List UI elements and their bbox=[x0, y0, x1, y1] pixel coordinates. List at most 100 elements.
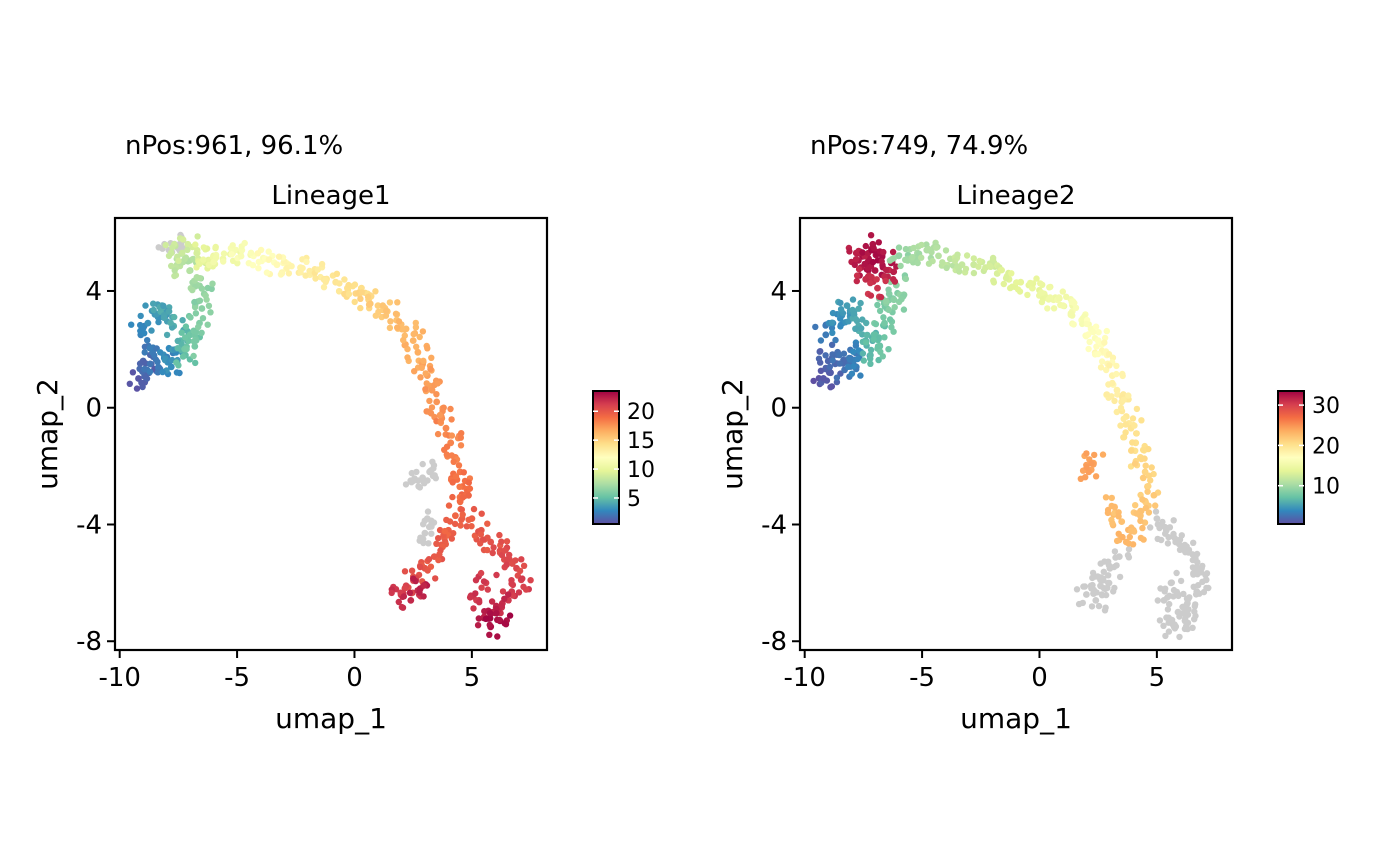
data-point bbox=[970, 255, 977, 262]
data-point bbox=[1138, 417, 1145, 424]
data-point bbox=[394, 324, 401, 331]
data-point bbox=[1113, 370, 1120, 378]
data-point bbox=[140, 324, 147, 332]
data-point bbox=[1013, 279, 1020, 286]
data-point bbox=[1125, 554, 1133, 561]
data-point bbox=[850, 363, 857, 370]
data-point bbox=[422, 370, 429, 377]
data-point bbox=[843, 302, 851, 309]
x-tick-label: 5 bbox=[464, 663, 481, 693]
data-point bbox=[849, 296, 857, 303]
data-point bbox=[1080, 583, 1087, 590]
data-point bbox=[303, 258, 310, 265]
data-point bbox=[817, 337, 825, 344]
data-point bbox=[939, 259, 946, 266]
colorbar: 5 10 15 20 bbox=[592, 390, 655, 525]
data-point bbox=[374, 302, 382, 309]
data-point bbox=[428, 520, 435, 527]
data-point bbox=[150, 300, 157, 307]
data-point bbox=[1154, 597, 1162, 604]
data-point bbox=[826, 363, 833, 371]
data-point bbox=[1189, 556, 1197, 564]
data-point bbox=[137, 312, 144, 320]
data-point bbox=[167, 363, 175, 371]
data-point bbox=[863, 331, 871, 339]
data-point bbox=[425, 540, 432, 547]
data-point bbox=[1095, 329, 1102, 336]
data-point bbox=[501, 547, 509, 554]
data-point bbox=[883, 298, 890, 305]
data-point bbox=[435, 556, 442, 564]
data-point bbox=[247, 249, 255, 256]
data-point bbox=[133, 385, 141, 392]
data-point bbox=[417, 563, 424, 571]
panel-lineage1: nPos:961, 96.1% Lineage1 -10 -5 0 5 -8-404 … bbox=[31, 131, 655, 735]
data-point bbox=[914, 259, 921, 267]
data-point bbox=[1112, 554, 1119, 561]
data-point bbox=[364, 293, 372, 301]
data-point bbox=[1113, 408, 1121, 416]
data-point bbox=[474, 622, 482, 629]
data-point bbox=[302, 272, 309, 279]
data-point bbox=[387, 318, 394, 325]
data-point bbox=[1145, 509, 1153, 516]
data-point bbox=[1153, 515, 1161, 522]
colorbar-ticks: 10 20 30 bbox=[1278, 394, 1340, 500]
data-point bbox=[228, 251, 235, 258]
data-point bbox=[886, 316, 894, 323]
data-point bbox=[184, 246, 191, 254]
data-point bbox=[1147, 477, 1154, 484]
data-point bbox=[833, 378, 841, 386]
data-point bbox=[1129, 439, 1136, 446]
data-point bbox=[1016, 288, 1024, 295]
data-point bbox=[902, 245, 910, 253]
data-point bbox=[1160, 622, 1167, 629]
data-point bbox=[822, 352, 829, 359]
data-point bbox=[191, 303, 199, 311]
data-point bbox=[867, 292, 875, 299]
data-point bbox=[829, 329, 836, 336]
data-point bbox=[1093, 343, 1100, 350]
data-point bbox=[1117, 404, 1125, 412]
data-point bbox=[203, 296, 210, 303]
y-tick-label: 4 bbox=[85, 277, 102, 307]
data-point bbox=[299, 264, 306, 272]
data-point bbox=[850, 310, 857, 318]
data-point bbox=[477, 569, 485, 577]
data-point bbox=[1108, 502, 1115, 510]
data-point bbox=[417, 374, 424, 381]
data-point bbox=[428, 404, 436, 411]
panel-subtitle: nPos:749, 74.9% bbox=[810, 131, 1028, 161]
data-point bbox=[498, 551, 506, 559]
data-point bbox=[1145, 445, 1152, 453]
data-point bbox=[1101, 558, 1108, 565]
data-point bbox=[1171, 625, 1179, 632]
data-point bbox=[846, 356, 854, 363]
data-point bbox=[191, 298, 198, 306]
data-point bbox=[358, 289, 365, 296]
data-point bbox=[496, 616, 503, 624]
data-point bbox=[407, 597, 415, 604]
data-point bbox=[141, 365, 148, 373]
data-point bbox=[200, 244, 207, 251]
data-point bbox=[420, 357, 427, 364]
data-point bbox=[470, 505, 478, 513]
data-point bbox=[1094, 350, 1102, 358]
data-point bbox=[409, 337, 417, 344]
x-tick-label: 0 bbox=[346, 663, 363, 693]
data-point bbox=[1133, 405, 1141, 413]
data-point bbox=[138, 379, 145, 386]
data-point bbox=[512, 557, 519, 564]
data-point bbox=[902, 275, 910, 283]
data-point bbox=[1038, 298, 1046, 306]
data-point bbox=[414, 348, 422, 356]
data-point bbox=[160, 302, 167, 309]
data-point bbox=[478, 510, 485, 517]
data-point bbox=[141, 330, 148, 337]
points-layer bbox=[126, 231, 534, 640]
data-point bbox=[1059, 302, 1067, 309]
data-point bbox=[192, 328, 200, 336]
data-point bbox=[1007, 284, 1014, 292]
data-point bbox=[1100, 577, 1107, 584]
y-tick-label: -8 bbox=[76, 627, 102, 657]
